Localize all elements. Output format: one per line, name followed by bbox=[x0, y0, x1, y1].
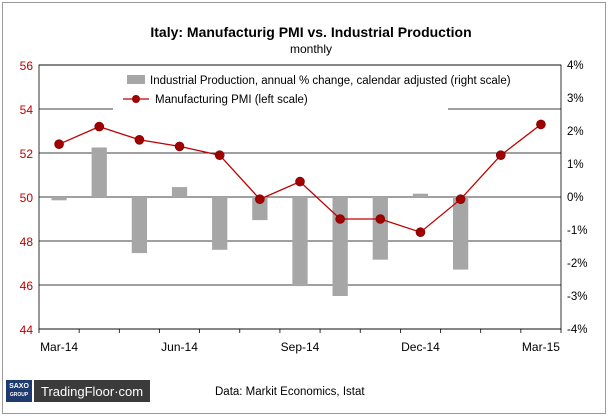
chart-frame: Italy: Manufacturig PMI vs. Industrial P… bbox=[2, 2, 606, 414]
right-tick-label: -1% bbox=[567, 225, 587, 237]
right-tick-label: 2% bbox=[567, 126, 584, 138]
right-tick-label: 0% bbox=[567, 192, 584, 204]
legend: Industrial Production, annual % change, … bbox=[113, 70, 511, 110]
right-tick-label: -2% bbox=[567, 258, 587, 270]
x-tick-label: Mar-15 bbox=[522, 340, 560, 354]
bar bbox=[292, 197, 308, 287]
left-tick-label: 48 bbox=[20, 235, 34, 249]
left-tick-label: 50 bbox=[20, 191, 34, 205]
legend-label-line: Manufacturing PMI (left scale) bbox=[155, 94, 308, 106]
pmi-point bbox=[295, 176, 305, 187]
bar bbox=[171, 187, 188, 197]
left-tick-label: 46 bbox=[20, 279, 34, 293]
x-tick-label: Dec-14 bbox=[401, 340, 440, 354]
brand-name: TradingFloor·com bbox=[34, 380, 151, 402]
legend-marker bbox=[132, 95, 140, 103]
bar-series bbox=[51, 147, 469, 296]
bar bbox=[452, 197, 469, 270]
pmi-point bbox=[54, 139, 64, 149]
left-tick-label: 52 bbox=[20, 147, 34, 161]
bar bbox=[372, 197, 388, 260]
right-tick-label: -3% bbox=[567, 291, 587, 303]
pmi-point bbox=[335, 214, 345, 224]
tradingfloor-logo: SAXO GROUP TradingFloor·com bbox=[6, 380, 151, 402]
legend-box bbox=[113, 70, 448, 110]
right-tick-label: 1% bbox=[567, 159, 584, 171]
left-tick-label: 54 bbox=[20, 103, 34, 117]
bar bbox=[91, 147, 107, 197]
left-tick-label: 44 bbox=[20, 323, 34, 337]
x-tick-label: Jun-14 bbox=[161, 340, 198, 354]
bar bbox=[332, 197, 348, 296]
pmi-point bbox=[255, 194, 265, 204]
chart-title: Italy: Manufacturig PMI vs. Industrial P… bbox=[150, 24, 471, 40]
bar bbox=[51, 197, 67, 201]
right-tick-label: 3% bbox=[567, 93, 584, 105]
pmi-point bbox=[455, 194, 466, 204]
bar bbox=[212, 197, 228, 250]
legend-label-bar: Industrial Production, annual % change, … bbox=[150, 75, 511, 87]
source-note: Data: Markit Economics, Istat bbox=[215, 386, 365, 398]
legend-bar-swatch bbox=[127, 75, 145, 84]
pmi-point bbox=[214, 150, 225, 160]
x-tick-label: Sep-14 bbox=[281, 340, 320, 354]
saxo-group-logo: SAXO GROUP bbox=[6, 380, 32, 402]
bar bbox=[252, 197, 268, 221]
line-series bbox=[54, 119, 546, 237]
bar bbox=[131, 197, 148, 254]
pmi-point bbox=[495, 150, 506, 160]
chart: Italy: Manufacturig PMI vs. Industrial P… bbox=[20, 24, 588, 354]
x-tick-label: Mar-14 bbox=[40, 340, 78, 354]
pmi-point bbox=[174, 141, 185, 152]
right-tick-label: -4% bbox=[567, 324, 587, 336]
bar bbox=[412, 193, 429, 197]
left-tick-label: 56 bbox=[20, 59, 34, 73]
pmi-point bbox=[536, 119, 546, 130]
chart-subtitle: monthly bbox=[290, 42, 332, 56]
pmi-point bbox=[94, 121, 105, 132]
pmi-point bbox=[134, 135, 145, 145]
right-tick-label: 4% bbox=[567, 60, 584, 72]
axes: 44 46 48 50 52 54 56 -4% -3% -2% -1% 0% 1% 2% 3% 4% Mar-… bbox=[20, 59, 588, 354]
pmi-point bbox=[375, 214, 386, 224]
plot-border bbox=[38, 64, 562, 330]
pmi-point bbox=[415, 227, 426, 237]
